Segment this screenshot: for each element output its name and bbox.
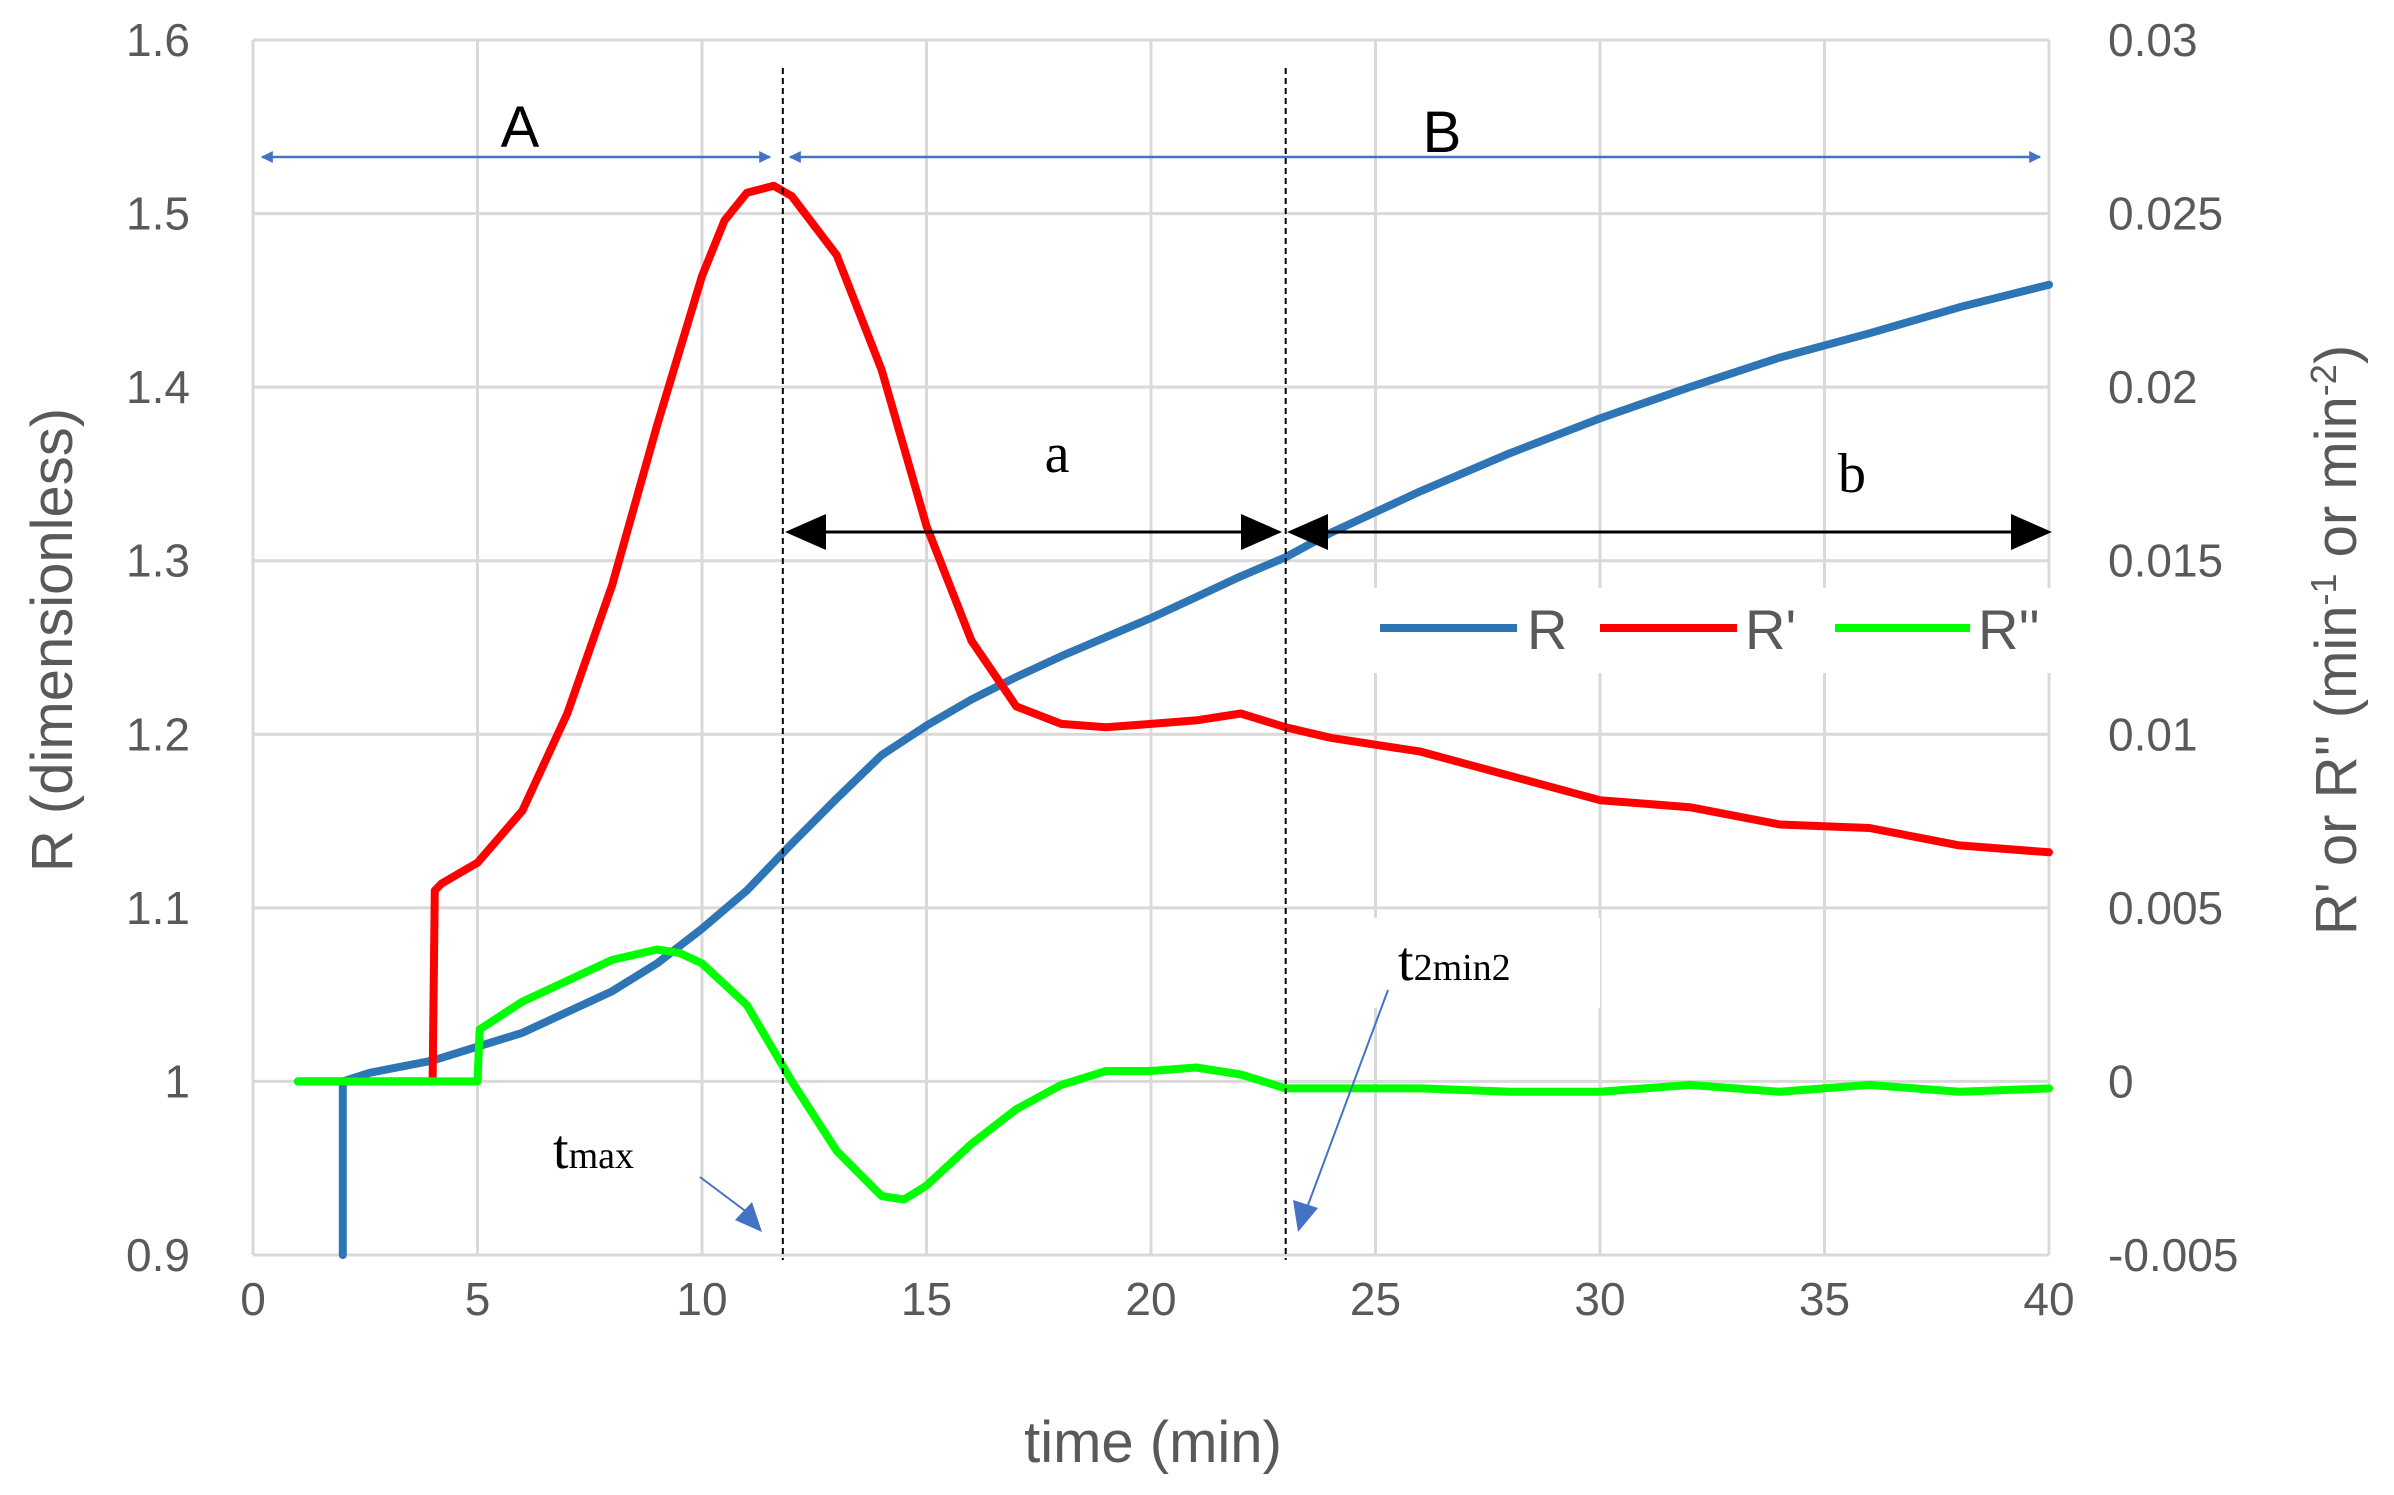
y-tick-label: 1.5 — [126, 188, 190, 240]
x-tick-label: 35 — [1799, 1273, 1850, 1325]
y2-tick-label: 0.005 — [2108, 882, 2223, 934]
y-axis-title: R (dimensionless) — [20, 408, 85, 872]
series-lines — [293, 181, 2053, 1259]
legend: R R' R'' — [1370, 588, 2055, 673]
tmax-pointer-line — [699, 1176, 749, 1214]
subregion-a-label: a — [1045, 423, 1070, 485]
x-tick-label: 30 — [1574, 1273, 1625, 1325]
y2-tick-label: 0.025 — [2108, 188, 2223, 240]
region-a-label: A — [501, 95, 540, 160]
x-tick-label: 5 — [465, 1273, 491, 1325]
subregion-a-arrowhead-right — [1241, 514, 1282, 550]
y-tick-label: 0.9 — [126, 1229, 190, 1281]
tick-labels: 0 5 10 15 20 25 30 35 40 0.9 1 1.1 1.2 1.3 1.4 1.5 1.6 -0… — [126, 14, 2238, 1325]
y-tick-label: 1.3 — [126, 535, 190, 587]
subregion-b-arrowhead-right — [2011, 514, 2052, 550]
subregion-b-arrowhead-left — [1287, 514, 1328, 550]
region-b-label: B — [1423, 100, 1462, 165]
legend-label-r-double-prime: R'' — [1978, 598, 2040, 661]
t2min2-annotation: t2min2 — [1293, 918, 1600, 1232]
series-line-r-double-prime — [293, 945, 2053, 1204]
y-tick-label: 1.6 — [126, 14, 190, 66]
t2min2-pointer-head — [1293, 1200, 1318, 1232]
y2-axis-title-part: R' or R'' (min — [2304, 605, 2369, 935]
subregion-b-label: b — [1838, 443, 1866, 505]
x-tick-label: 10 — [676, 1273, 727, 1325]
t2min2-label-subscript: 2min2 — [1414, 947, 1511, 989]
legend-label-r: R — [1527, 598, 1567, 661]
series-line-r-prime — [293, 181, 2053, 1086]
x-tick-label: 20 — [1125, 1273, 1176, 1325]
region-arrows: A B — [260, 95, 2042, 165]
y2-tick-label: 0.015 — [2108, 535, 2223, 587]
subregion-arrows: a b — [785, 423, 2052, 550]
legend-label-r-prime: R' — [1745, 598, 1796, 661]
t2min2-label: t2min2 — [1398, 931, 1511, 993]
y2-axis-title-part: ) — [2304, 345, 2369, 364]
tmax-pointer-head — [735, 1202, 762, 1232]
tmax-label-main: t — [553, 1119, 569, 1181]
y-tick-label: 1.2 — [126, 708, 190, 760]
y2-tick-label: -0.005 — [2108, 1229, 2238, 1281]
x-tick-label: 15 — [901, 1273, 952, 1325]
y2-tick-label: 0.02 — [2108, 361, 2198, 413]
y2-axis-title: R' or R'' (min-1 or min-2) — [2303, 345, 2370, 935]
y2-tick-label: 0.01 — [2108, 708, 2198, 760]
tmax-label-subscript: max — [569, 1135, 634, 1177]
y-tick-label: 1.4 — [126, 361, 190, 413]
y2-tick-label: 0 — [2108, 1055, 2134, 1107]
y-tick-label: 1 — [164, 1055, 190, 1107]
t2min2-label-background — [1370, 918, 1600, 1008]
y-tick-label: 1.1 — [126, 882, 190, 934]
t2min2-pointer-line — [1307, 989, 1389, 1206]
series-line-r — [338, 280, 2053, 1259]
t2min2-label-main: t — [1398, 931, 1414, 993]
y2-tick-label: 0.03 — [2108, 14, 2198, 66]
y2-axis-title-part: or min — [2304, 396, 2369, 573]
x-tick-label: 40 — [2023, 1273, 2074, 1325]
y2-axis-title-superscript: -2 — [2303, 364, 2344, 396]
y2-axis-title-superscript: -1 — [2303, 573, 2344, 605]
x-tick-label: 25 — [1350, 1273, 1401, 1325]
axes — [251, 40, 2049, 1257]
x-tick-label: 0 — [240, 1273, 266, 1325]
x-axis-title: time (min) — [1024, 1410, 1282, 1475]
tmax-annotation: tmax — [553, 1119, 762, 1232]
tmax-label: tmax — [553, 1119, 634, 1181]
subregion-a-arrowhead-left — [785, 514, 826, 550]
marker-vertical-lines — [781, 68, 1287, 1260]
